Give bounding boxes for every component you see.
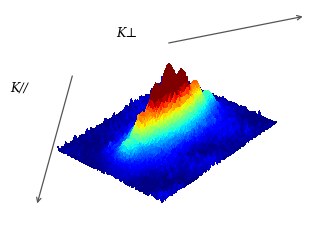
Text: K⊥: K⊥ [116,27,137,40]
Text: K∕∕: K∕∕ [10,82,28,95]
